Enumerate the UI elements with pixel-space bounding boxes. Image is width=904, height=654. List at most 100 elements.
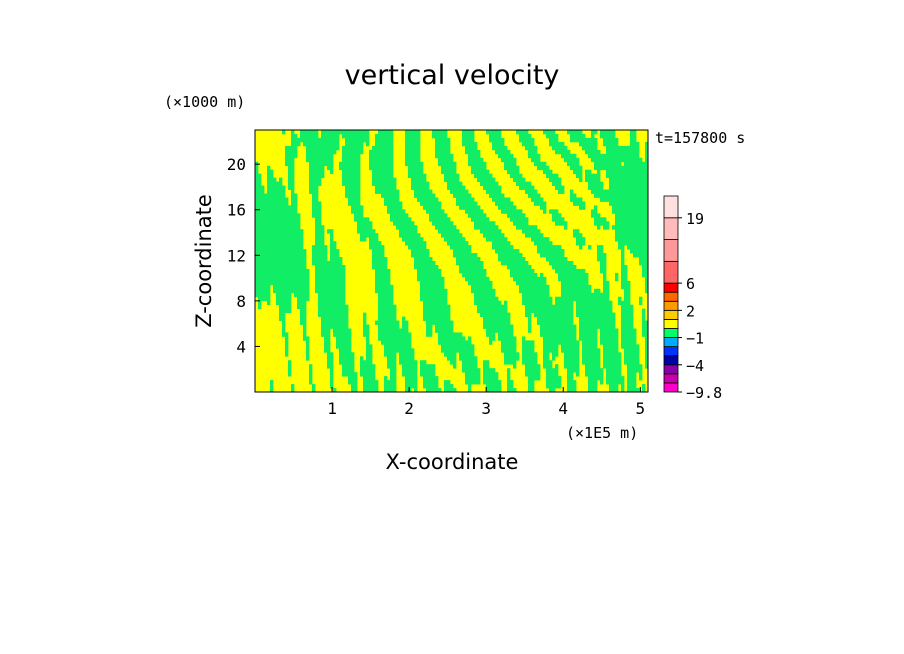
- field-cell: [462, 344, 466, 349]
- field-cell: [606, 380, 610, 385]
- field-cell: [609, 185, 613, 190]
- field-cell: [552, 380, 556, 385]
- field-cell: [393, 368, 397, 373]
- field-cell: [579, 169, 583, 175]
- field-cell: [642, 268, 646, 274]
- field-cell: [612, 165, 616, 171]
- field-cell: [612, 169, 616, 175]
- field-cell: [423, 185, 427, 190]
- field-cell: [594, 292, 598, 298]
- field-cell: [528, 348, 532, 353]
- field-cell: [435, 201, 439, 206]
- field-cell: [453, 161, 457, 167]
- field-cell: [432, 209, 436, 214]
- field-cell: [423, 177, 427, 183]
- field-cell: [642, 257, 646, 262]
- field-cell: [294, 288, 298, 294]
- field-cell: [438, 130, 442, 135]
- field-cell: [393, 185, 397, 190]
- field-cell: [474, 264, 478, 270]
- field-cell: [552, 308, 556, 314]
- field-cell: [537, 308, 541, 314]
- field-cell: [327, 137, 331, 143]
- field-cell: [594, 145, 598, 151]
- field-cell: [351, 173, 355, 179]
- field-cell: [558, 308, 562, 314]
- field-cell: [561, 249, 565, 254]
- field-cell: [414, 257, 418, 262]
- field-cell: [636, 344, 640, 349]
- field-cell: [405, 336, 409, 341]
- field-cell: [606, 312, 610, 317]
- field-cell: [567, 308, 571, 314]
- field-cell: [645, 328, 649, 333]
- field-cell: [588, 336, 592, 341]
- field-cell: [291, 130, 295, 135]
- field-cell: [276, 189, 280, 194]
- field-cell: [390, 137, 394, 143]
- field-cell: [615, 217, 619, 222]
- field-cell: [258, 304, 262, 310]
- field-cell: [639, 177, 643, 183]
- field-cell: [543, 308, 547, 314]
- field-cell: [474, 213, 478, 218]
- field-cell: [339, 288, 343, 294]
- field-cell: [621, 185, 625, 190]
- field-cell: [528, 225, 532, 230]
- field-cell: [312, 193, 316, 198]
- field-cell: [570, 189, 574, 194]
- field-cell: [561, 217, 565, 222]
- field-cell: [477, 153, 481, 159]
- field-cell: [645, 272, 649, 278]
- field-cell: [258, 217, 262, 222]
- field-cell: [585, 288, 589, 294]
- field-cell: [633, 153, 637, 159]
- field-cell: [414, 253, 418, 258]
- field-cell: [321, 225, 325, 230]
- field-cell: [444, 324, 448, 329]
- field-cell: [324, 157, 328, 163]
- field-cell: [555, 328, 559, 333]
- field-cell: [621, 268, 625, 274]
- field-cell: [414, 237, 418, 242]
- field-cell: [498, 245, 502, 250]
- field-cell: [564, 340, 568, 345]
- field-cell: [600, 372, 604, 377]
- field-cell: [339, 280, 343, 286]
- field-cell: [558, 245, 562, 250]
- field-cell: [276, 245, 280, 250]
- field-cell: [576, 300, 580, 306]
- field-cell: [594, 376, 598, 381]
- field-cell: [324, 261, 328, 266]
- field-cell: [612, 356, 616, 361]
- field-cell: [540, 276, 544, 282]
- field-cell: [459, 245, 463, 250]
- field-cell: [429, 284, 433, 290]
- field-cell: [561, 149, 565, 155]
- field-cell: [525, 137, 529, 143]
- field-cell: [273, 284, 277, 290]
- field-cell: [306, 288, 310, 294]
- field-cell: [345, 372, 349, 377]
- field-cell: [624, 276, 628, 282]
- field-cell: [321, 137, 325, 143]
- field-cell: [309, 177, 313, 183]
- field-cell: [435, 221, 439, 226]
- field-cell: [366, 217, 370, 222]
- field-cell: [381, 328, 385, 333]
- field-cell: [408, 376, 412, 381]
- field-cell: [321, 141, 325, 147]
- field-cell: [342, 308, 346, 314]
- field-cell: [450, 348, 454, 353]
- field-cell: [321, 249, 325, 254]
- field-cell: [564, 257, 568, 262]
- field-cell: [381, 173, 385, 179]
- field-cell: [366, 229, 370, 234]
- field-cell: [495, 300, 499, 306]
- field-cell: [324, 268, 328, 274]
- field-cell: [621, 336, 625, 341]
- field-cell: [510, 257, 514, 262]
- field-cell: [540, 324, 544, 329]
- field-cell: [399, 209, 403, 214]
- field-cell: [591, 173, 595, 179]
